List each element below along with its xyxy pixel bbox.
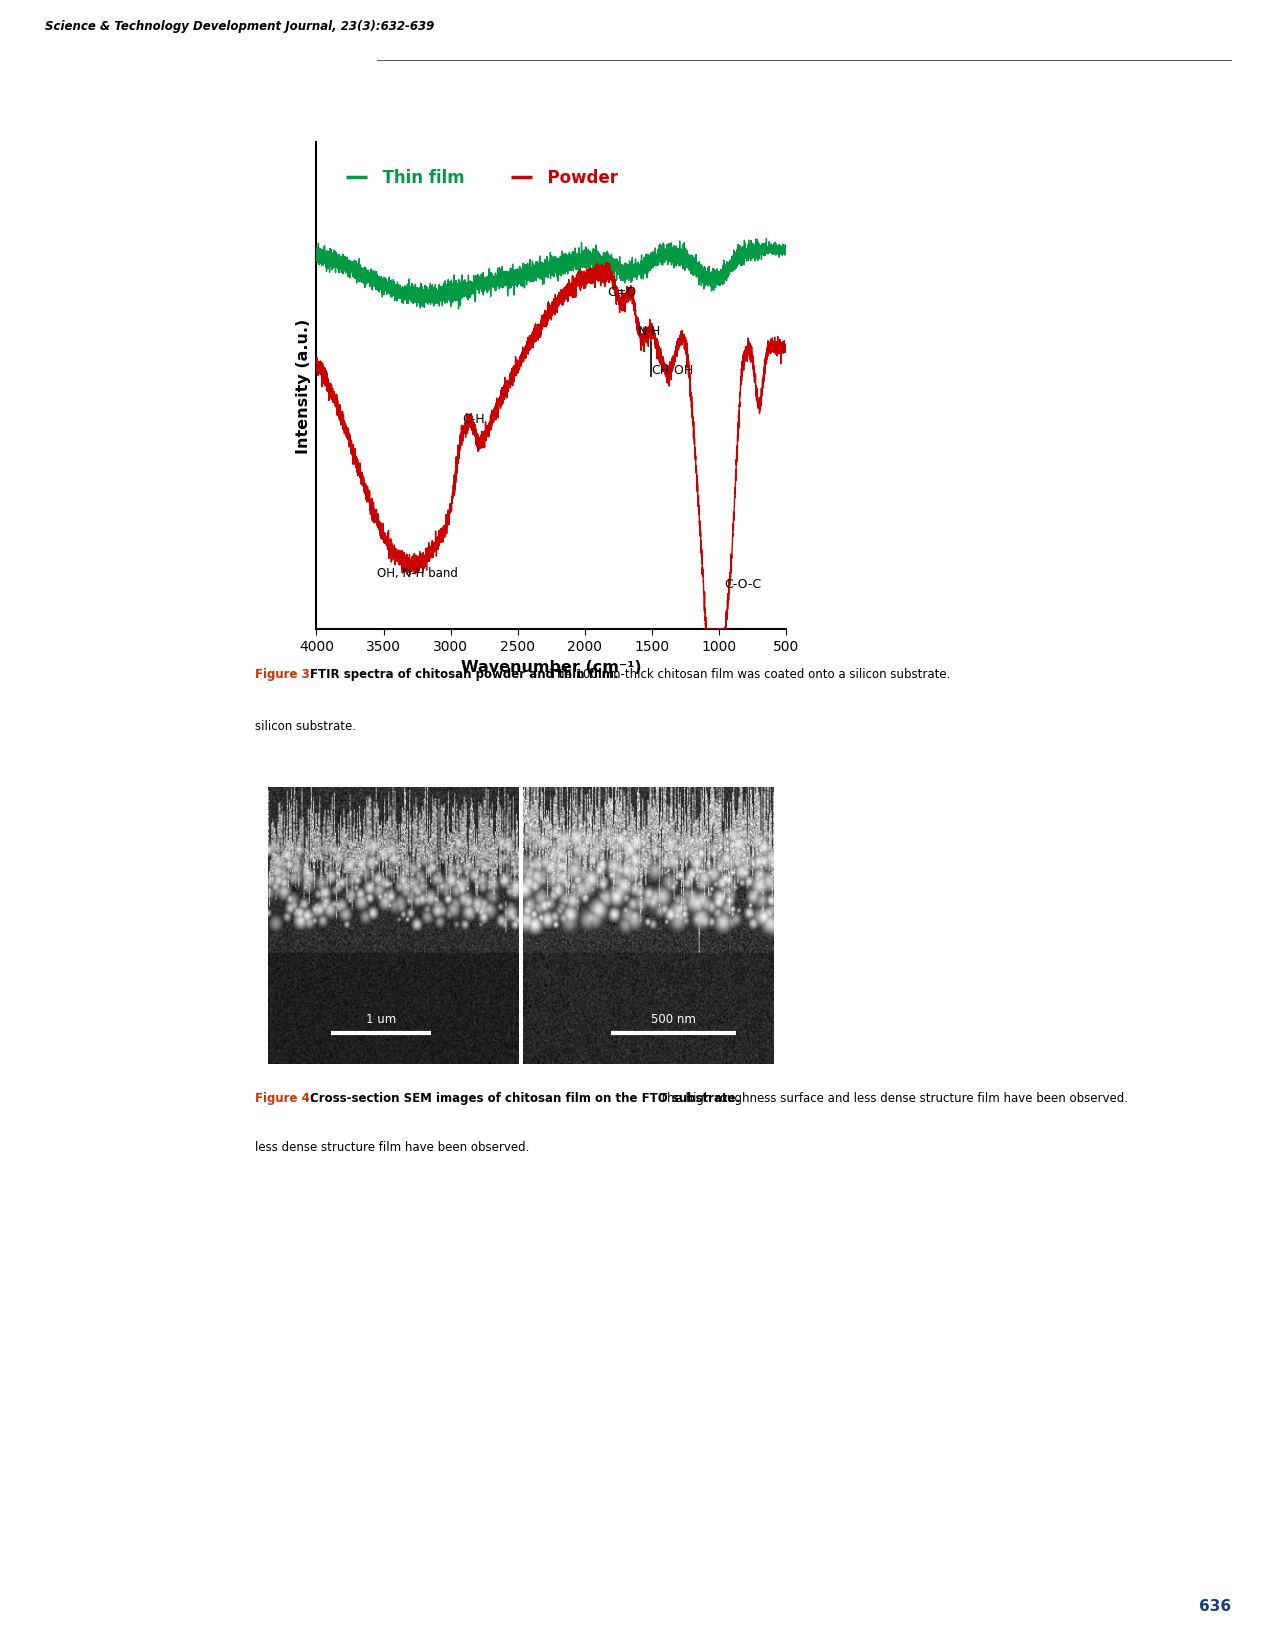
- Text: The 100 nm-thick chitosan film was coated onto a silicon substrate.: The 100 nm-thick chitosan film was coate…: [546, 667, 951, 681]
- Y-axis label: Intensity (a.u.): Intensity (a.u.): [296, 318, 311, 455]
- Text: OH, N-H band: OH, N-H band: [376, 567, 458, 580]
- Text: less dense structure film have been observed.: less dense structure film have been obse…: [255, 1140, 530, 1154]
- Text: Figure 3:: Figure 3:: [255, 667, 319, 681]
- Text: silicon substrate.: silicon substrate.: [255, 720, 356, 733]
- Text: Science & Technology Development Journal, 23(3):632-639: Science & Technology Development Journal…: [45, 20, 434, 33]
- Text: 636: 636: [1199, 1597, 1231, 1613]
- Text: The high roughness surface and less dense structure film have been observed.: The high roughness surface and less dens…: [656, 1091, 1128, 1104]
- Text: Cross-section SEM images of chitosan film on the FTO substrate.: Cross-section SEM images of chitosan fil…: [310, 1091, 740, 1104]
- Text: CH-OH: CH-OH: [651, 364, 693, 377]
- Text: Figure 4:: Figure 4:: [255, 1091, 319, 1104]
- Text: 500 nm: 500 nm: [651, 1012, 697, 1025]
- Text: C-O-C: C-O-C: [725, 578, 762, 590]
- Text: Thin film: Thin film: [371, 168, 464, 186]
- Text: 1 um: 1 um: [366, 1012, 396, 1025]
- Text: N-H: N-H: [638, 325, 661, 338]
- Text: Powder: Powder: [536, 168, 619, 186]
- Text: FTIR spectra of chitosan powder and thin film.: FTIR spectra of chitosan powder and thin…: [310, 667, 619, 681]
- X-axis label: Wavenumber (cm⁻¹): Wavenumber (cm⁻¹): [461, 659, 642, 674]
- Text: C=O: C=O: [607, 287, 637, 298]
- Text: C-H: C-H: [462, 412, 485, 425]
